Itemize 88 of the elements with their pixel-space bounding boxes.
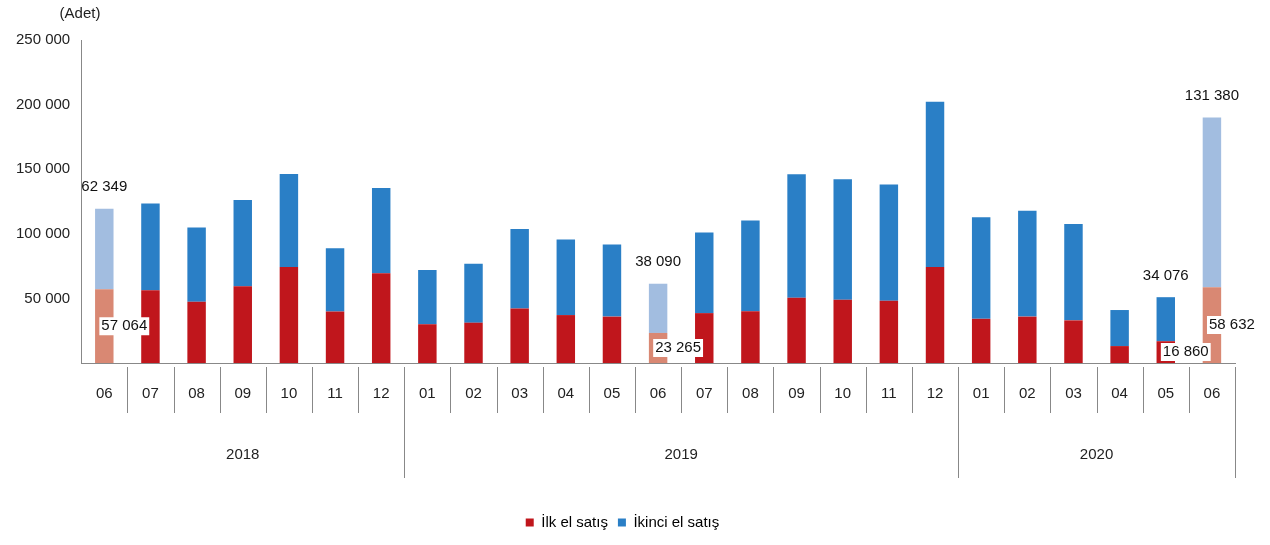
bar — [371, 188, 391, 274]
bar — [602, 316, 622, 363]
data-label: 16 860 — [1162, 342, 1209, 360]
text: 2018 — [226, 445, 260, 463]
bar — [371, 273, 391, 363]
x-tick-label: 07 — [142, 384, 159, 402]
x-tick-label: 03 — [511, 384, 528, 402]
bar — [925, 101, 945, 267]
bar — [971, 318, 991, 363]
data-label: 62 349 — [81, 177, 128, 195]
text: 2020 — [1079, 445, 1114, 463]
data-label: 23 265 — [655, 338, 702, 356]
bar — [879, 300, 899, 363]
x-tick-label: 07 — [695, 384, 713, 402]
bar — [510, 308, 529, 363]
x-tick-label: 05 — [603, 384, 621, 402]
bar — [556, 239, 576, 316]
y-tick-label: 150 000 — [15, 159, 71, 177]
bar — [1018, 210, 1037, 317]
bar — [418, 324, 437, 363]
x-tick-label: 12 — [926, 384, 944, 402]
bar — [1156, 297, 1175, 342]
x-tick-label: 06 — [1203, 384, 1221, 402]
x-tick-label: 03 — [1065, 384, 1082, 402]
bar — [1110, 346, 1129, 363]
y-tick-label: 50 000 — [24, 288, 71, 306]
bar — [464, 322, 483, 363]
legend-label: İlk el satış — [541, 512, 608, 530]
bar — [187, 227, 206, 302]
bar — [787, 174, 806, 298]
x-tick-label: 10 — [834, 384, 852, 402]
bar — [418, 270, 437, 325]
data-label: 58 632 — [1208, 315, 1255, 333]
x-tick-label: 10 — [280, 384, 298, 402]
bar — [141, 203, 160, 291]
bar — [233, 199, 252, 287]
bar — [510, 229, 529, 309]
bar — [971, 217, 991, 319]
x-tick-label: 11 — [327, 384, 343, 402]
data-label: 38 090 — [635, 252, 682, 270]
y-tick-label: 250 000 — [15, 30, 71, 48]
x-tick-label: 09 — [234, 384, 252, 402]
bar — [833, 299, 852, 363]
x-tick-label: 11 — [881, 384, 897, 402]
data-label: 34 076 — [1142, 265, 1189, 283]
y-tick-label: 200 000 — [15, 94, 71, 112]
bar — [1018, 316, 1037, 363]
x-tick-label: 08 — [188, 384, 205, 402]
text: 2019 — [664, 445, 698, 463]
x-tick-label: 02 — [1018, 384, 1036, 402]
x-tick-label: 05 — [1157, 384, 1175, 402]
x-tick-label: 12 — [372, 384, 390, 402]
bar — [279, 267, 299, 363]
x-tick-label: 01 — [972, 384, 990, 402]
bar — [602, 244, 622, 317]
bar — [741, 311, 760, 363]
bar — [325, 311, 345, 363]
bar — [787, 297, 806, 363]
x-tick-label: 08 — [742, 384, 759, 402]
x-tick-label: 01 — [419, 384, 436, 402]
bar — [695, 232, 714, 314]
bar — [233, 286, 252, 363]
bar — [1064, 224, 1083, 321]
legend-label: İkinci el satış — [633, 512, 720, 530]
bar — [833, 179, 852, 300]
x-tick-label: 04 — [1111, 384, 1128, 402]
data-label: 131 380 — [1184, 86, 1240, 104]
y-tick-label: 100 000 — [15, 223, 71, 241]
bar — [556, 315, 576, 363]
bar — [325, 248, 345, 312]
bar — [879, 184, 899, 301]
bar — [95, 208, 114, 290]
x-tick-label: 09 — [788, 384, 805, 402]
x-tick-label: 02 — [465, 384, 482, 402]
bar — [925, 267, 945, 363]
bar — [1064, 320, 1083, 363]
bar — [464, 263, 483, 323]
bar — [1110, 310, 1129, 347]
bar — [279, 174, 299, 267]
data-label: 57 064 — [101, 316, 148, 334]
bar — [741, 220, 760, 312]
y-axis-title: (Adet) — [59, 4, 101, 22]
bar — [187, 301, 206, 363]
bar — [648, 283, 668, 333]
x-tick-label: 06 — [649, 384, 667, 402]
bar — [1202, 117, 1222, 288]
x-tick-label: 04 — [557, 384, 575, 402]
x-tick-label: 06 — [95, 384, 113, 402]
